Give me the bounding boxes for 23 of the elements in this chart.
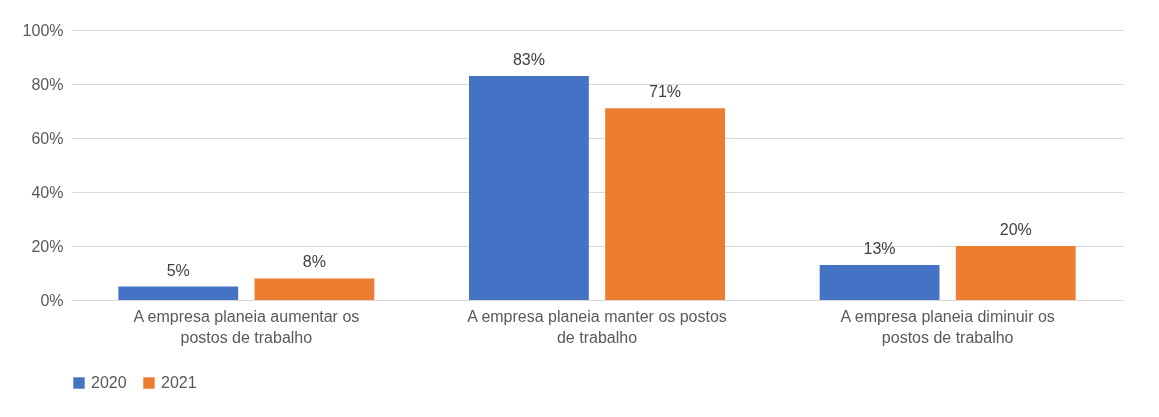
- bar: [254, 278, 375, 300]
- y-tick-label: 20%: [31, 237, 64, 255]
- bar: [955, 246, 1076, 300]
- data-label: 20%: [999, 221, 1032, 238]
- data-label: 8%: [302, 253, 326, 271]
- y-tick-label: 100%: [22, 21, 64, 39]
- legend-label: 2021: [161, 374, 197, 391]
- legend-label: 2020: [91, 374, 127, 391]
- x-tick-label: A empresa planeia aumentar os postos de trabalho: [133, 307, 360, 346]
- y-tick-label: 0%: [40, 291, 64, 309]
- bar: [469, 75, 589, 300]
- y-tick-label: 60%: [31, 129, 64, 147]
- y-tick-label: 40%: [31, 183, 64, 201]
- data-label: 13%: [863, 239, 896, 257]
- x-tick-label: A empresa planeia manter os postos de trabalho: [467, 307, 727, 346]
- data-label: 5%: [166, 261, 190, 279]
- y-tick-label: 80%: [31, 75, 64, 93]
- bar: [605, 108, 725, 300]
- data-label: 83%: [512, 50, 545, 68]
- bar: [819, 264, 940, 300]
- bar: [118, 286, 239, 300]
- data-label: 71%: [649, 83, 682, 101]
- x-tick-label: A empresa planeia diminuir os postos de trabalho: [840, 307, 1055, 346]
